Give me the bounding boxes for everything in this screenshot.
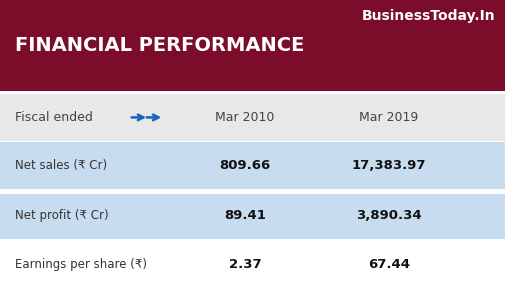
Text: Earnings per share (₹): Earnings per share (₹)	[15, 258, 147, 271]
Text: Mar 2019: Mar 2019	[359, 111, 419, 124]
Text: Net sales (₹ Cr): Net sales (₹ Cr)	[15, 159, 107, 172]
Text: 67.44: 67.44	[368, 258, 410, 271]
Text: 3,890.34: 3,890.34	[356, 209, 422, 222]
Text: FINANCIAL PERFORMANCE: FINANCIAL PERFORMANCE	[15, 36, 305, 55]
Text: 809.66: 809.66	[219, 159, 271, 172]
Bar	[0, 241, 505, 288]
Text: Mar 2010: Mar 2010	[215, 111, 275, 124]
Bar	[0, 94, 505, 141]
Bar	[0, 142, 505, 189]
Text: 17,383.97: 17,383.97	[351, 159, 426, 172]
Text: 89.41: 89.41	[224, 209, 266, 222]
Text: Fiscal ended: Fiscal ended	[15, 111, 93, 124]
Bar	[0, 0, 505, 91]
Bar	[0, 192, 505, 239]
Text: BusinessToday.In: BusinessToday.In	[361, 9, 495, 23]
Text: 2.37: 2.37	[229, 258, 261, 271]
Text: Net profit (₹ Cr): Net profit (₹ Cr)	[15, 209, 109, 222]
